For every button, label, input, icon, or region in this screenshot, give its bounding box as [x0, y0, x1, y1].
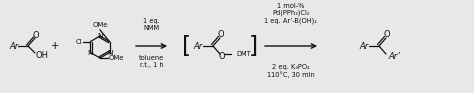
Text: N: N	[88, 49, 93, 56]
Text: DMT: DMT	[236, 51, 251, 57]
Text: Ar: Ar	[9, 41, 18, 50]
Text: O: O	[218, 29, 224, 39]
Text: r.t., 1 h: r.t., 1 h	[140, 62, 164, 68]
Text: Ar: Ar	[359, 41, 369, 50]
Text: O: O	[383, 29, 390, 39]
Text: NMM: NMM	[144, 25, 160, 31]
Text: Ar’: Ar’	[388, 52, 400, 61]
Text: O: O	[219, 52, 225, 61]
Text: OMe: OMe	[92, 22, 108, 28]
Text: N: N	[107, 49, 112, 56]
Text: 1 eq.: 1 eq.	[143, 18, 160, 24]
Text: OH: OH	[36, 50, 49, 60]
Text: 110°C, 30 min: 110°C, 30 min	[267, 72, 315, 78]
Text: O: O	[33, 31, 39, 40]
Text: Pd(PPh₃)Cl₂: Pd(PPh₃)Cl₂	[272, 10, 310, 16]
Text: 1 eq. Ar’-B(OH)₂: 1 eq. Ar’-B(OH)₂	[264, 18, 318, 24]
Text: [: [	[182, 35, 191, 57]
Text: ]: ]	[248, 35, 257, 57]
Text: 2 eq. K₃PO₄: 2 eq. K₃PO₄	[272, 64, 310, 70]
Text: +: +	[51, 41, 59, 51]
Text: 1 mol-%: 1 mol-%	[277, 3, 305, 9]
Text: Cl: Cl	[76, 39, 82, 44]
Text: N: N	[97, 33, 103, 39]
Text: toluene: toluene	[139, 55, 164, 61]
Text: Ar: Ar	[193, 41, 202, 50]
Text: OMe: OMe	[109, 55, 125, 61]
